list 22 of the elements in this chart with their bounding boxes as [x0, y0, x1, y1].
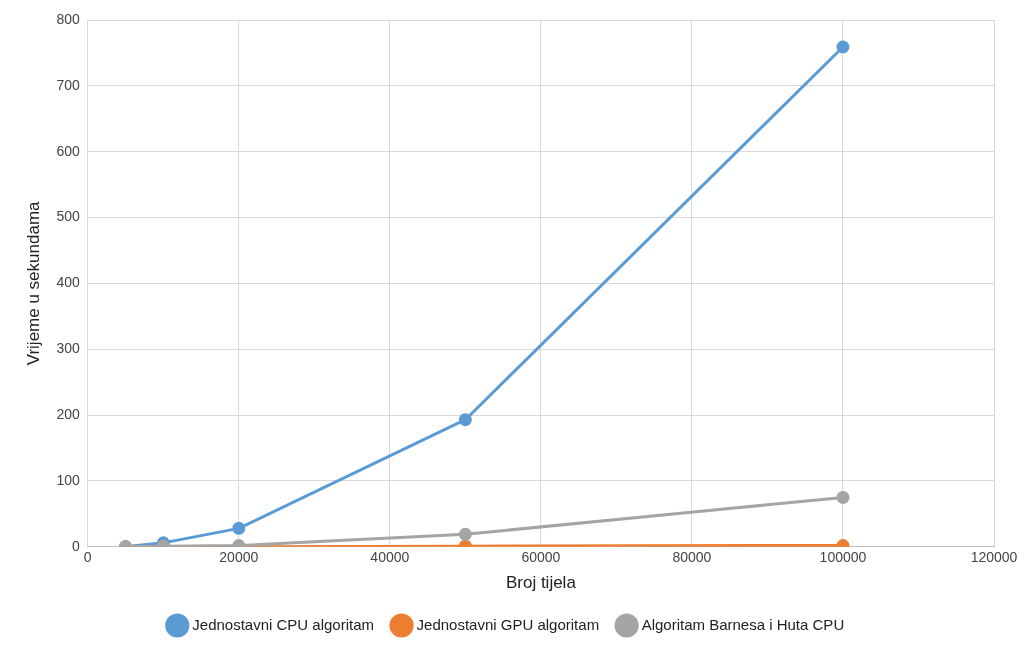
y-tick-label: 0 [71, 537, 80, 554]
x-tick-label: 60000 [521, 549, 561, 566]
legend-label: Jednostavni CPU algoritam [192, 615, 375, 633]
x-tick-label: 120000 [970, 549, 1018, 566]
y-tick-label: 300 [56, 340, 80, 357]
y-tick-label: 100 [56, 471, 80, 488]
y-tick-label: 700 [56, 76, 80, 93]
y-tick-label: 500 [56, 208, 80, 225]
x-tick-label: 0 [83, 549, 92, 566]
legend-label: Jednostavni GPU algoritam [416, 615, 600, 633]
y-tick-label: 400 [56, 274, 80, 291]
y-tick-label: 200 [56, 405, 80, 422]
x-tick-label: 20000 [219, 549, 259, 566]
y-tick-label: 800 [56, 10, 80, 27]
x-tick-label: 80000 [672, 549, 712, 566]
x-tick-label: 40000 [370, 549, 410, 566]
legend-label: Algoritam Barnesa i Huta CPU [641, 615, 845, 633]
point [836, 40, 850, 54]
y-axis-title: Vrijeme u sekundama [23, 200, 43, 366]
x-axis-title: Broj tijela [505, 573, 577, 593]
x-tick-label: 100000 [819, 549, 867, 566]
y-tick-label: 600 [56, 142, 80, 159]
